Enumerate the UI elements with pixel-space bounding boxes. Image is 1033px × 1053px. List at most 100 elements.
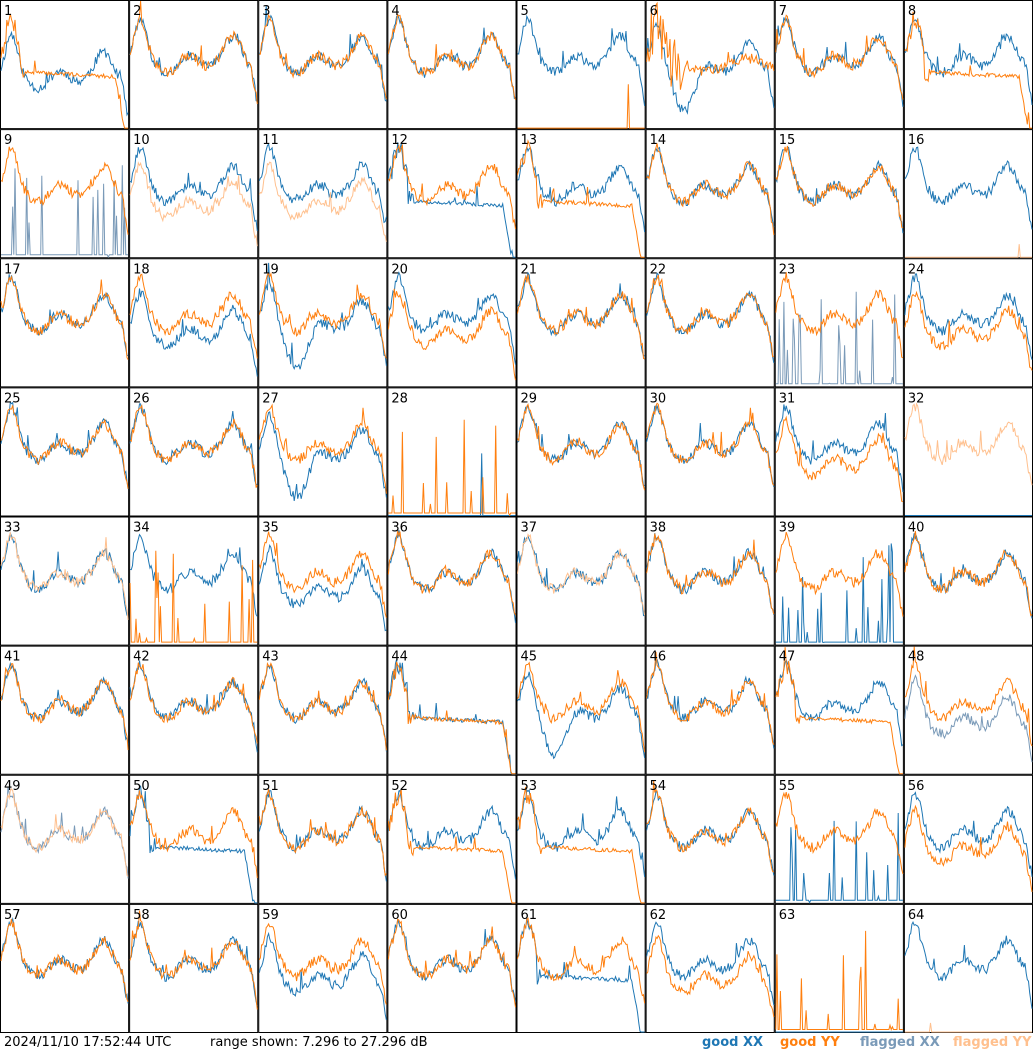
series-xx bbox=[387, 142, 516, 258]
series-yy bbox=[258, 403, 387, 494]
panel-43: 43 bbox=[258, 645, 388, 775]
series-yy bbox=[129, 273, 258, 359]
panel-4: 4 bbox=[387, 0, 517, 130]
panel-label: 54 bbox=[650, 779, 667, 794]
panel-frame bbox=[129, 258, 259, 388]
panel-label: 57 bbox=[4, 908, 21, 923]
panel-frame bbox=[129, 903, 259, 1033]
panel-frame bbox=[387, 0, 517, 130]
series-yy bbox=[775, 14, 904, 100]
series-yy bbox=[517, 84, 645, 129]
series-xx bbox=[258, 931, 387, 1021]
panel-31: 31 bbox=[774, 387, 904, 517]
panel-label: 23 bbox=[779, 262, 796, 277]
series-yy bbox=[904, 402, 1033, 486]
panel-54: 54 bbox=[645, 774, 775, 904]
panel-label: 17 bbox=[4, 262, 21, 277]
series-yy bbox=[129, 0, 258, 105]
panel-label: 10 bbox=[133, 133, 150, 148]
panel-16: 16 bbox=[903, 129, 1033, 259]
panel-label: 32 bbox=[908, 391, 925, 406]
series-yy bbox=[775, 415, 904, 503]
series-yy bbox=[646, 934, 775, 1018]
panel-label: 35 bbox=[262, 521, 279, 536]
panel-label: 29 bbox=[521, 391, 538, 406]
panel-label: 4 bbox=[391, 4, 399, 19]
series-xx bbox=[388, 453, 516, 516]
panel-frame bbox=[774, 0, 904, 130]
panel-label: 62 bbox=[650, 908, 667, 923]
series-xx bbox=[904, 146, 1033, 230]
panel-frame bbox=[516, 387, 646, 517]
panel-frame bbox=[258, 645, 388, 775]
panel-frame bbox=[258, 774, 388, 904]
range-text: range shown: 7.296 to 27.296 dB bbox=[210, 1035, 428, 1050]
panel-frame bbox=[129, 387, 259, 517]
panel-48: 48 bbox=[903, 645, 1033, 775]
panel-frame bbox=[387, 258, 517, 388]
panel-label: 55 bbox=[779, 779, 796, 794]
panel-5: 5 bbox=[516, 0, 646, 130]
series-xx bbox=[775, 404, 904, 493]
panel-label: 40 bbox=[908, 521, 925, 536]
panel-label: 21 bbox=[521, 262, 538, 277]
panel-label: 5 bbox=[521, 4, 529, 19]
panel-label: 15 bbox=[779, 133, 796, 148]
panel-37: 37 bbox=[516, 516, 646, 646]
panel-label: 8 bbox=[908, 4, 916, 19]
series-xx bbox=[258, 663, 387, 752]
panel-frame bbox=[129, 0, 259, 130]
series-xx bbox=[129, 288, 258, 377]
panel-11: 11 bbox=[258, 129, 388, 259]
panel-label: 52 bbox=[391, 779, 408, 794]
series-yy bbox=[517, 917, 646, 1004]
series-xx bbox=[517, 146, 646, 233]
panel-3: 3 bbox=[258, 0, 388, 130]
series-yy bbox=[517, 786, 645, 904]
series-yy bbox=[646, 143, 775, 235]
series-yy bbox=[388, 419, 516, 517]
series-xx bbox=[129, 146, 258, 232]
series-yy bbox=[517, 533, 646, 616]
series-xx bbox=[775, 543, 903, 644]
series-yy bbox=[775, 272, 904, 359]
series-xx bbox=[517, 14, 646, 106]
panel-label: 37 bbox=[521, 521, 538, 536]
panel-frame bbox=[774, 903, 904, 1033]
series-xx bbox=[775, 291, 903, 385]
panel-59: 59 bbox=[258, 903, 388, 1033]
panel-26: 26 bbox=[129, 387, 259, 517]
panel-frame bbox=[0, 774, 130, 904]
panel-frame bbox=[516, 903, 646, 1033]
series-yy bbox=[646, 533, 775, 615]
series-yy bbox=[258, 531, 387, 618]
legend-flagged-yy: flagged YY bbox=[953, 1035, 1032, 1050]
panel-55: 55 bbox=[774, 774, 904, 904]
panel-label: 14 bbox=[650, 133, 667, 148]
series-xx bbox=[517, 918, 645, 1033]
panel-frame bbox=[258, 129, 388, 259]
series-xx bbox=[646, 921, 775, 1006]
series-yy bbox=[517, 661, 646, 752]
panel-33: 33 bbox=[0, 516, 130, 646]
panel-label: 18 bbox=[133, 262, 150, 277]
series-xx bbox=[387, 271, 516, 365]
panel-28: 28 bbox=[387, 387, 517, 517]
series-yy bbox=[258, 661, 387, 751]
panel-frame bbox=[0, 645, 130, 775]
series-yy bbox=[0, 663, 129, 751]
series-xx bbox=[258, 142, 387, 224]
series-xx bbox=[517, 403, 645, 487]
panel-frame bbox=[258, 0, 388, 130]
panel-frame bbox=[645, 903, 775, 1033]
series-xx bbox=[258, 262, 387, 371]
panel-label: 3 bbox=[262, 4, 270, 19]
series-yy bbox=[129, 662, 258, 744]
series-yy bbox=[129, 404, 258, 488]
panel-25: 25 bbox=[0, 387, 130, 517]
panel-1: 1 bbox=[0, 0, 130, 130]
series-yy bbox=[0, 918, 129, 1003]
panel-label: 47 bbox=[779, 650, 796, 665]
series-yy bbox=[129, 161, 258, 247]
series-yy bbox=[517, 274, 645, 360]
